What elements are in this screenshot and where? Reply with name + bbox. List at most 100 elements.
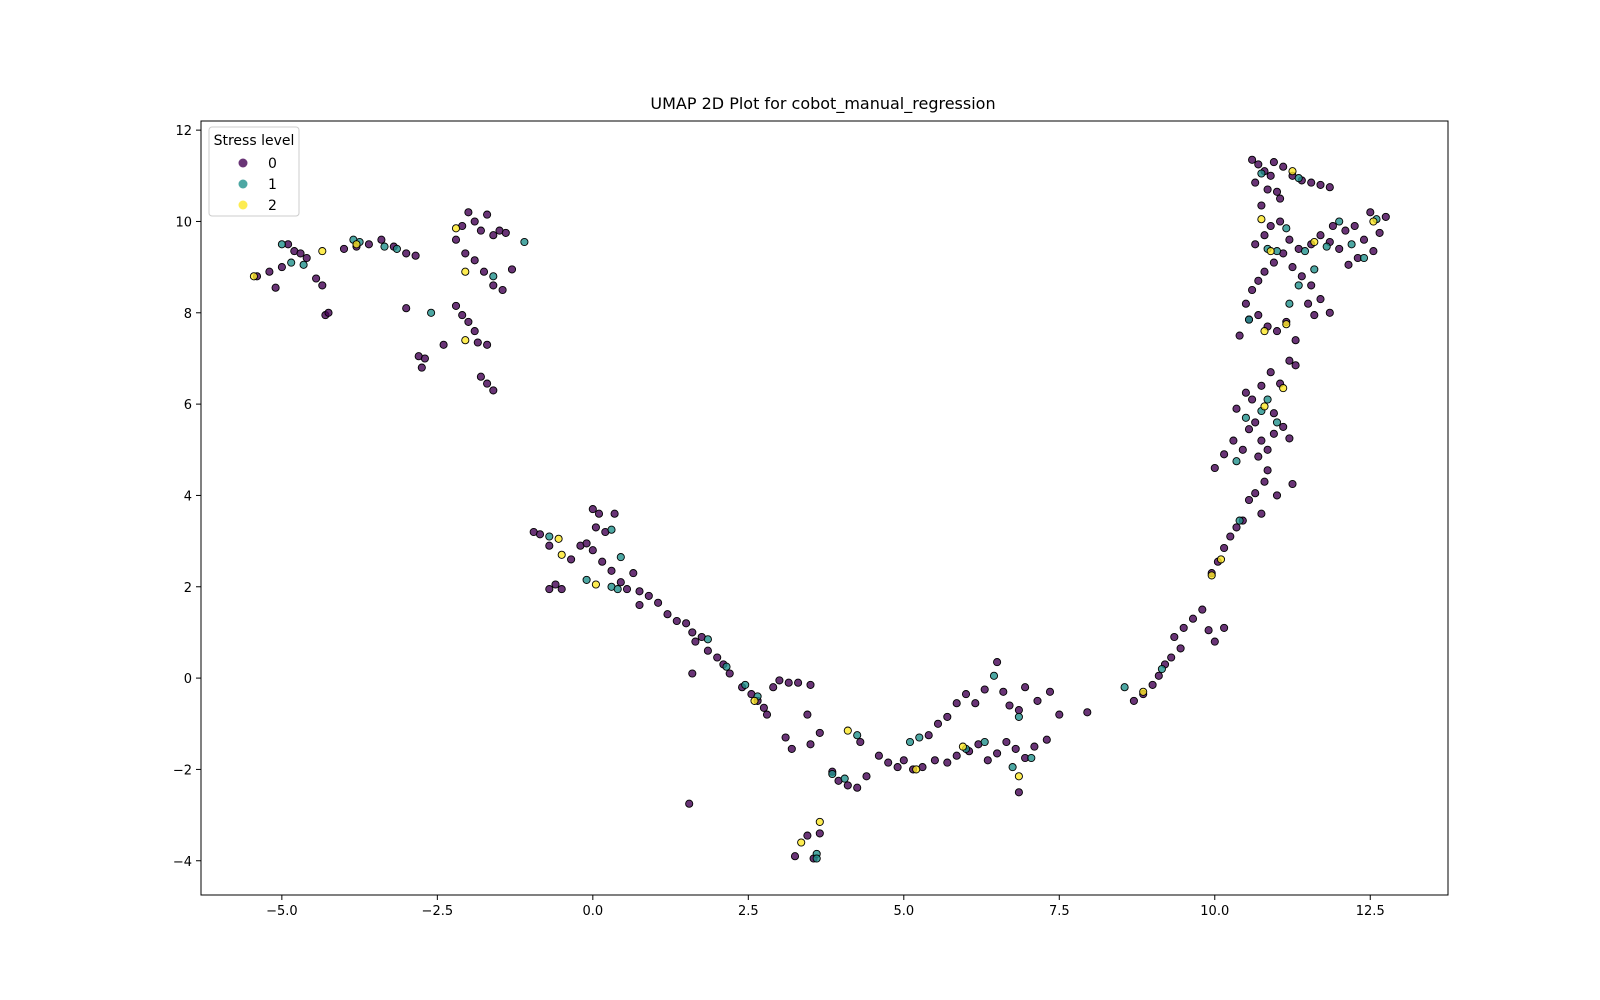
point-stress-0-232: [1248, 155, 1257, 164]
point-stress-2-13: [1014, 772, 1023, 781]
point-stress-0-92: [806, 680, 815, 689]
point-stress-0-64: [607, 566, 616, 575]
point-stress-0-216: [1285, 235, 1294, 244]
point-stress-0-66: [622, 585, 632, 594]
series-2-points: [249, 167, 1378, 847]
point-stress-0-230: [1344, 260, 1353, 269]
point-stress-0-222: [1341, 226, 1350, 235]
chart-title: UMAP 2D Plot for cobot_manual_regression: [650, 94, 995, 114]
point-stress-0-51: [551, 580, 560, 589]
point-stress-0-11: [324, 308, 333, 317]
point-stress-0-177: [1263, 445, 1272, 454]
point-stress-0-226: [1375, 228, 1384, 237]
point-stress-0-166: [1260, 477, 1269, 486]
point-stress-0-201: [1254, 276, 1263, 285]
point-stress-0-180: [1285, 434, 1294, 443]
y-tick-label: 2: [184, 581, 192, 596]
point-stress-2-26: [1369, 217, 1378, 226]
point-stress-0-240: [1316, 180, 1325, 189]
point-stress-0-25: [458, 311, 467, 320]
point-stress-0-184: [1266, 368, 1275, 377]
point-stress-1-52: [1257, 169, 1266, 178]
point-stress-0-225: [1369, 247, 1378, 256]
y-tick-label: 6: [184, 398, 192, 413]
legend-box: [208, 126, 300, 217]
data-points: [249, 155, 1390, 863]
point-stress-1-15: [607, 525, 616, 534]
point-stress-2-21: [1282, 320, 1291, 329]
point-stress-0-172: [1229, 436, 1238, 445]
point-stress-0-224: [1359, 235, 1369, 244]
x-axis: −5.0 −2.5 0.0 2.5 5.0 7.5 10.0 12.5: [266, 895, 1385, 919]
series-0-points: [252, 155, 1390, 863]
point-stress-0-194: [1254, 311, 1263, 320]
point-stress-0-191: [1269, 409, 1278, 418]
point-stress-0-1: [265, 267, 274, 276]
point-stress-1-9: [489, 272, 498, 281]
point-stress-2-8: [591, 580, 600, 589]
point-stress-0-7: [271, 283, 280, 292]
point-stress-0-43: [479, 267, 489, 276]
point-stress-0-135: [1045, 687, 1055, 696]
point-stress-0-149: [1167, 653, 1176, 662]
point-stress-0-42: [470, 256, 479, 265]
point-stress-2-3: [451, 224, 461, 233]
point-stress-0-96: [806, 740, 815, 749]
y-tick-label: −2: [173, 763, 192, 778]
point-stress-2-25: [1310, 237, 1319, 247]
point-stress-0-242: [1251, 178, 1260, 187]
point-stress-0-35: [464, 208, 473, 217]
point-stress-0-223: [1350, 221, 1359, 231]
point-stress-0-115: [983, 756, 992, 765]
point-stress-0-8: [318, 281, 327, 290]
point-stress-0-103: [856, 737, 865, 747]
point-stress-0-246: [1276, 194, 1285, 203]
point-stress-0-32: [489, 386, 498, 395]
point-stress-0-53: [557, 585, 566, 594]
point-stress-1-51: [1282, 224, 1291, 233]
point-stress-0-207: [1307, 281, 1316, 290]
point-stress-0-49: [535, 530, 545, 539]
point-stress-0-23: [439, 340, 448, 349]
legend-entries: 0 1 2: [238, 156, 277, 214]
point-stress-0-152: [1179, 623, 1188, 632]
point-stress-0-14: [364, 240, 373, 249]
point-stress-0-209: [1325, 308, 1334, 317]
point-stress-1-12: [582, 575, 591, 584]
point-stress-2-1: [318, 247, 327, 256]
point-stress-0-211: [1310, 311, 1319, 320]
point-stress-0-213: [1260, 231, 1269, 240]
point-stress-1-32: [812, 854, 821, 863]
point-stress-0-117: [1002, 737, 1011, 747]
point-stress-0-28: [473, 338, 482, 347]
y-tick-label: 8: [184, 307, 192, 322]
point-stress-0-106: [893, 763, 902, 772]
point-stress-0-173: [1238, 445, 1247, 454]
point-stress-0-136: [1055, 710, 1064, 719]
point-stress-0-38: [483, 210, 492, 219]
point-stress-0-139: [685, 799, 694, 808]
point-stress-1-35: [1235, 516, 1244, 525]
point-stress-0-133: [1021, 683, 1030, 692]
legend-label-2: 2: [268, 198, 277, 214]
point-stress-0-62: [588, 546, 597, 555]
point-stress-0-179: [1279, 422, 1288, 431]
y-tick-label: 12: [175, 124, 192, 139]
point-stress-0-30: [476, 372, 485, 381]
point-stress-0-151: [1170, 632, 1179, 642]
point-stress-0-200: [1248, 285, 1257, 295]
point-stress-0-131: [1005, 701, 1014, 710]
point-stress-0-189: [1263, 466, 1272, 475]
point-stress-0-69: [644, 591, 653, 600]
point-stress-0-105: [884, 758, 893, 767]
point-stress-0-44: [489, 281, 498, 290]
point-stress-0-18: [411, 251, 420, 260]
point-stress-1-20: [828, 769, 837, 779]
point-stress-0-77: [691, 637, 700, 646]
point-stress-0-208: [1316, 295, 1325, 304]
series-1-points: [277, 169, 1381, 863]
point-stress-1-17: [722, 662, 731, 671]
point-stress-0-167: [1272, 491, 1282, 500]
point-stress-1-6: [392, 244, 401, 253]
x-tick-label: 0.0: [582, 904, 603, 919]
